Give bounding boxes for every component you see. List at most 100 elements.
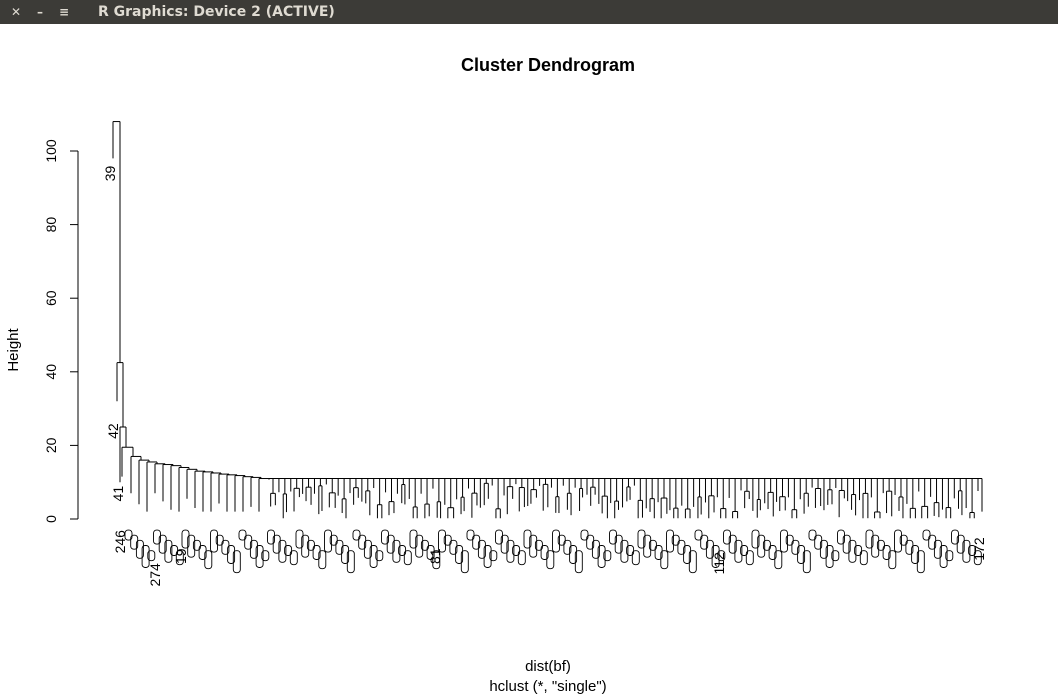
- leaf-label-clutter: [415, 534, 424, 558]
- close-icon[interactable]: ✕: [10, 5, 22, 19]
- leaf-label-clutter: [637, 529, 646, 549]
- leaf-label-clutter: [529, 534, 538, 558]
- leaf-label-clutter: [552, 529, 560, 553]
- leaf-label-clutter: [574, 550, 583, 574]
- leaf-label-clutter: [278, 539, 287, 563]
- leaf-label-clutter: [363, 539, 372, 559]
- leaf-label-clutter: [745, 550, 754, 566]
- y-axis: 0 20 40 60 80 100: [43, 139, 79, 523]
- leaf-label-clutter: [666, 529, 674, 553]
- leaf-label-clutter: [814, 534, 823, 550]
- leaf-label-clutter: [403, 550, 412, 566]
- leaf-label-clutter: [358, 534, 367, 550]
- leaf-label-clutter: [563, 539, 572, 555]
- leaf-label-clutter: [500, 534, 509, 554]
- leaf-label-clutter: [688, 550, 697, 574]
- leaf-label-clutter: [711, 545, 720, 568]
- y-axis-label: Height: [5, 327, 22, 371]
- leaf-label-clutter: [569, 545, 578, 564]
- leaf-label-clutter: [757, 534, 766, 558]
- leaf-label-clutter: [842, 534, 851, 554]
- leaf-label-clutter: [324, 529, 332, 553]
- leaf-label-clutter: [768, 545, 777, 560]
- leaf-label: 81: [427, 548, 443, 564]
- leaf-label-clutter: [386, 534, 395, 554]
- leaf-label-clutter: [517, 550, 526, 566]
- leaf-label-clutter: [272, 534, 281, 554]
- leaf-label-clutter: [825, 545, 834, 568]
- y-tick-label: 0: [43, 515, 59, 523]
- leaf-label-clutter: [472, 534, 481, 550]
- leaf-label-clutter: [717, 550, 726, 562]
- leaf-label-clutter: [523, 529, 532, 549]
- leaf-label-clutter: [369, 545, 378, 568]
- leaf-label-clutter: [939, 545, 948, 568]
- leaf-label-clutter: [603, 550, 612, 562]
- leaf-label-clutter: [438, 529, 446, 553]
- leaf-label-clutter: [888, 550, 897, 570]
- leaf-label-clutter: [848, 539, 857, 563]
- leaf-label-clutter: [141, 545, 150, 568]
- leaf-label-clutter: [728, 534, 737, 554]
- leaf-label-clutter: [962, 539, 971, 563]
- leaf-label-clutter: [540, 545, 549, 560]
- leaf-label-clutter: [933, 539, 942, 559]
- leaf-label-clutter: [135, 539, 144, 559]
- y-tick-label: 100: [43, 139, 59, 163]
- leaf-label-clutter: [951, 529, 959, 545]
- leaf-label-clutter: [734, 539, 743, 563]
- leaf-label-clutter: [210, 529, 218, 553]
- leaf-label-clutter: [677, 539, 686, 555]
- x-axis-label: dist(bf): [525, 658, 571, 675]
- leaf-label-clutter: [506, 539, 515, 563]
- leaf-label-clutter: [130, 534, 139, 550]
- leaf-label-clutter: [426, 545, 435, 560]
- leaf-label-clutter: [489, 550, 498, 562]
- leaf-label-clutter: [802, 550, 811, 574]
- leaf-label-clutter: [614, 534, 623, 554]
- leaf-label-clutter: [381, 529, 389, 545]
- leaf-label-clutter: [780, 529, 788, 553]
- leaf-label-clutter: [409, 529, 418, 549]
- leaf-label: 172: [971, 537, 987, 561]
- leaf-label-clutter: [643, 534, 652, 558]
- leaf-label-clutter: [831, 550, 840, 562]
- leaf-label-clutter: [483, 545, 492, 568]
- leaf-label-clutter: [916, 550, 925, 574]
- leaf-label-clutter: [221, 539, 230, 555]
- leaf-label-clutter: [683, 545, 692, 564]
- leaf-label-clutter: [477, 539, 486, 559]
- leaf-label-clutter: [660, 550, 669, 570]
- leaf-label-clutter: [894, 529, 902, 553]
- leaf-label-clutter: [797, 545, 806, 564]
- leaf-label-clutter: [905, 539, 914, 555]
- leaf-label-clutter: [147, 550, 156, 562]
- leaf-label-clutter: [871, 534, 880, 558]
- menu-icon[interactable]: ≡: [58, 5, 70, 19]
- leaf-label-clutter: [837, 529, 845, 545]
- leaf-label-clutter: [700, 534, 709, 550]
- minimize-icon[interactable]: –: [37, 5, 43, 19]
- y-tick-label: 60: [43, 290, 59, 306]
- leaf-label-clutter: [859, 550, 868, 566]
- leaf-label-clutter: [751, 529, 760, 549]
- window-titlebar: ✕ – ≡ R Graphics: Device 2 (ACTIVE): [0, 0, 1058, 24]
- dendrogram-plot: Cluster Dendrogram 0 20 40 60 80 100 Height 3…: [5, 55, 987, 695]
- leaf-label-clutter: [295, 529, 304, 549]
- leaf-label-clutter: [153, 529, 161, 545]
- leaf-label-clutter: [449, 539, 458, 555]
- leaf-label-clutter: [255, 545, 264, 568]
- y-tick-label: 40: [43, 364, 59, 380]
- leaf-label-clutter: [620, 539, 629, 563]
- leaf-label: 39: [102, 166, 118, 182]
- leaf-label-clutter: [261, 550, 270, 562]
- leaf-label-clutter: [591, 539, 600, 559]
- leaf-label: 41: [110, 486, 126, 502]
- leaf-label-clutter: [341, 545, 350, 564]
- leaf-label-clutter: [882, 545, 891, 560]
- leaf-label: 42: [105, 423, 121, 439]
- leaf-label-clutter: [175, 550, 184, 566]
- leaf-label-clutter: [249, 539, 258, 559]
- leaf-label-clutter: [204, 550, 213, 570]
- leaf-label-clutter: [928, 534, 937, 550]
